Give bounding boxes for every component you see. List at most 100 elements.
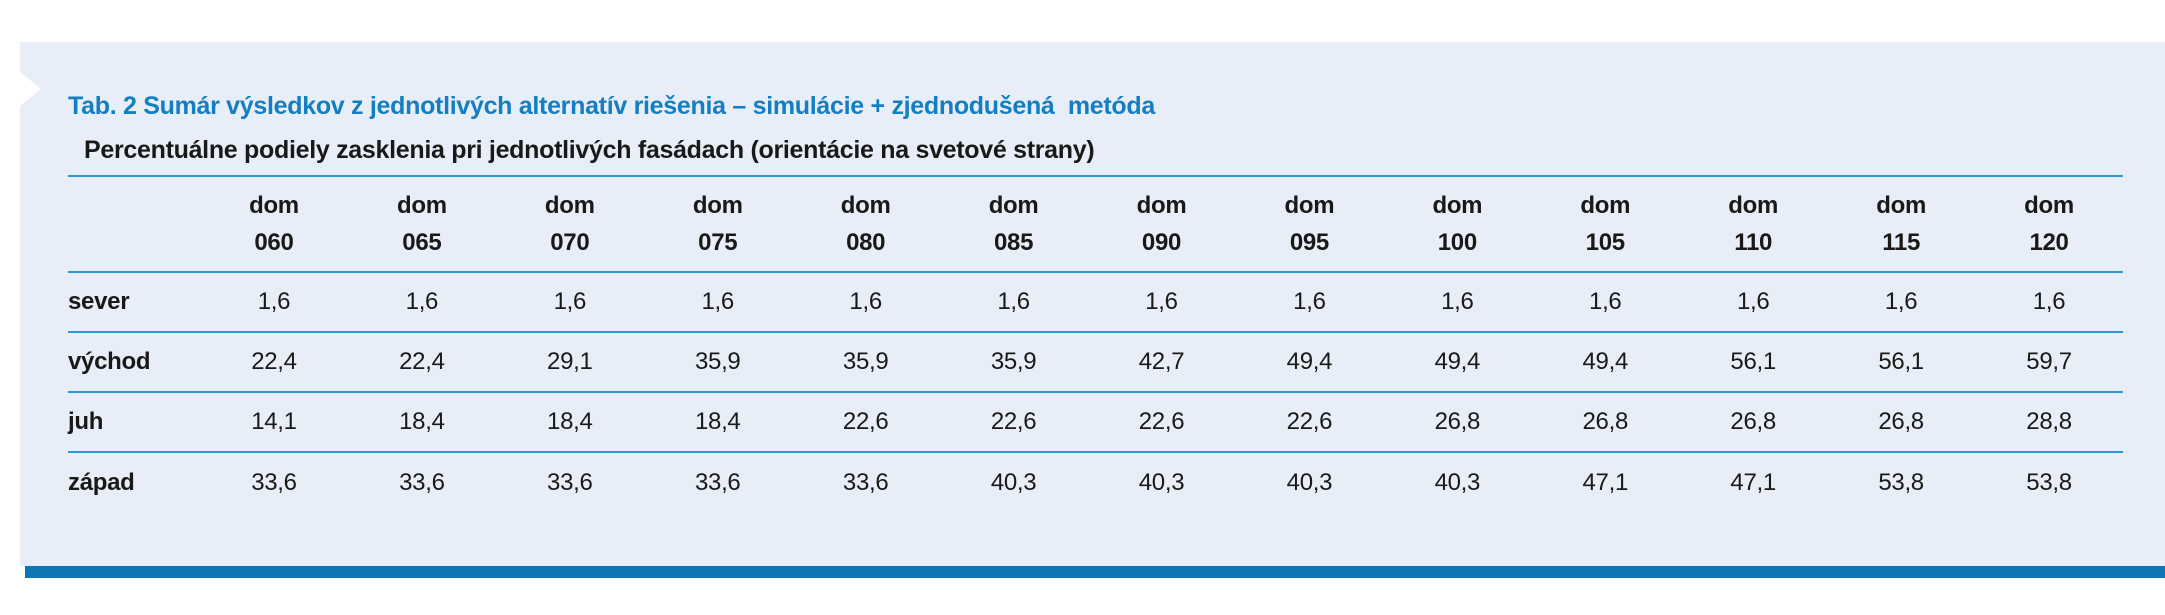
column-header-prefix: dom [2024,191,2074,219]
value-cell: 1,6 [1736,288,1770,315]
column-header: dom 095 [1235,176,1383,272]
value-cell: 28,8 [2026,408,2072,435]
value-cell: 35,9 [990,348,1037,375]
column-header-number: 070 [550,229,590,256]
table-head: dom 060 dom 065 dom 070 dom 075 dom 080 dom 085 dom 0… [68,176,2123,272]
value-cell: 1,6 [553,288,587,315]
value-cell: 1,6 [997,288,1030,315]
value-cell: 1,6 [1293,288,1326,315]
column-header: dom 085 [940,176,1088,272]
column-header-number: 090 [1141,229,1182,256]
value-cell: 33,6 [694,468,741,496]
table-row: sever 1,6 1,6 1,6 1,6 1,6 1,6 1,6 1,6 1,6 1,6 1,6 1,… [68,272,2123,332]
value-cell: 22,6 [990,408,1037,435]
bullet-arrow-icon [20,72,41,106]
value-cell: 22,4 [399,348,445,375]
value-cell: 47,1 [1730,468,1776,496]
value-cell: 33,6 [842,468,889,496]
value-cell: 1,6 [1884,288,1918,315]
column-header-prefix: dom [397,191,447,219]
table-row: juh 14,1 18,4 18,4 18,4 22,6 22,6 22,6 22,6 26,8 2… [68,392,2123,452]
column-header-prefix: dom [544,191,595,219]
value-cell: 53,8 [1878,468,1924,496]
column-header-prefix: dom [1136,191,1187,219]
corner-cell [68,176,200,272]
column-header: dom 065 [348,176,496,272]
row-label: sever [68,288,130,315]
value-cell: 33,6 [399,468,445,496]
column-header: dom 115 [1827,176,1975,272]
table-panel: Tab. 2 Sumár výsledkov z jednotlivých al… [20,42,2165,566]
column-header-prefix: dom [249,191,299,219]
value-cell: 49,4 [1582,348,1629,375]
column-header-number: 080 [846,229,886,256]
value-cell: 1,6 [405,288,439,315]
column-header: dom 090 [1088,176,1236,272]
value-cell: 40,3 [1434,468,1481,496]
row-label: východ [68,348,151,375]
value-cell: 35,9 [842,348,889,375]
column-header-number: 110 [1734,229,1773,256]
table-body: sever 1,6 1,6 1,6 1,6 1,6 1,6 1,6 1,6 1,6 1,6 1,6 1,… [68,272,2123,512]
row-label: západ [68,468,135,496]
column-header-prefix: dom [988,191,1039,219]
value-cell: 1,6 [701,288,734,315]
bottom-accent-bar [25,566,2165,578]
value-cell: 1,6 [1589,288,1622,315]
value-cell: 56,1 [1730,348,1776,375]
table-subtitle: Percentuálne podiely zasklenia pri jedno… [84,136,1095,164]
column-header-prefix: dom [1432,191,1483,219]
value-cell: 49,4 [1434,348,1481,375]
value-cell: 26,8 [1730,408,1776,435]
column-header: dom 060 [200,176,348,272]
column-header-prefix: dom [1284,191,1335,219]
value-cell: 1,6 [849,288,882,315]
column-header-number: 075 [698,229,738,256]
column-header: dom 080 [792,176,940,272]
value-cell: 1,6 [1145,288,1178,315]
column-header: dom 070 [496,176,644,272]
value-cell: 47,1 [1582,468,1629,496]
value-cell: 53,8 [2026,468,2072,496]
column-header-prefix: dom [1580,191,1631,219]
column-header: dom 105 [1531,176,1679,272]
value-cell: 18,4 [399,408,445,435]
value-cell: 22,6 [1138,408,1185,435]
row-label: juh [68,408,104,435]
value-cell: 40,3 [1286,468,1333,496]
value-cell: 26,8 [1582,408,1629,435]
column-header-number: 060 [254,229,294,256]
table-header-row: dom 060 dom 065 dom 070 dom 075 dom 080 dom 085 dom 0… [68,176,2123,272]
value-cell: 29,1 [547,348,593,375]
value-cell: 1,6 [2032,288,2066,315]
value-cell: 22,6 [842,408,889,435]
value-cell: 18,4 [547,408,593,435]
value-cell: 14,1 [251,408,297,435]
value-cell: 1,6 [257,288,291,315]
column-header: dom 100 [1383,176,1531,272]
column-header-number: 085 [993,229,1034,256]
value-cell: 49,4 [1286,348,1333,375]
column-header-prefix: dom [692,191,743,219]
value-cell: 18,4 [694,408,741,435]
column-header-number: 095 [1289,229,1329,256]
column-header: dom 110 [1679,176,1827,272]
value-cell: 33,6 [547,468,593,496]
glazing-share-table: dom 060 dom 065 dom 070 dom 075 dom 080 dom 085 dom 0… [68,175,2123,512]
value-cell: 26,8 [1878,408,1924,435]
column-header-prefix: dom [1728,191,1779,219]
column-header: dom 075 [644,176,792,272]
column-header-number: 100 [1437,229,1477,256]
table-caption: Tab. 2 Sumár výsledkov z jednotlivých al… [68,92,1155,120]
value-cell: 35,9 [694,348,741,375]
table-row: západ 33,6 33,6 33,6 33,6 33,6 40,3 40,3 40,3 40,… [68,452,2123,512]
value-cell: 59,7 [2026,348,2072,375]
column-header-number: 065 [402,229,442,256]
column-header-number: 105 [1585,229,1625,256]
table-row: východ 22,4 22,4 29,1 35,9 35,9 35,9 42,7 49,4 49… [68,332,2123,392]
value-cell: 42,7 [1138,348,1185,375]
value-cell: 33,6 [251,468,297,496]
value-cell: 22,4 [251,348,297,375]
value-cell: 40,3 [990,468,1037,496]
